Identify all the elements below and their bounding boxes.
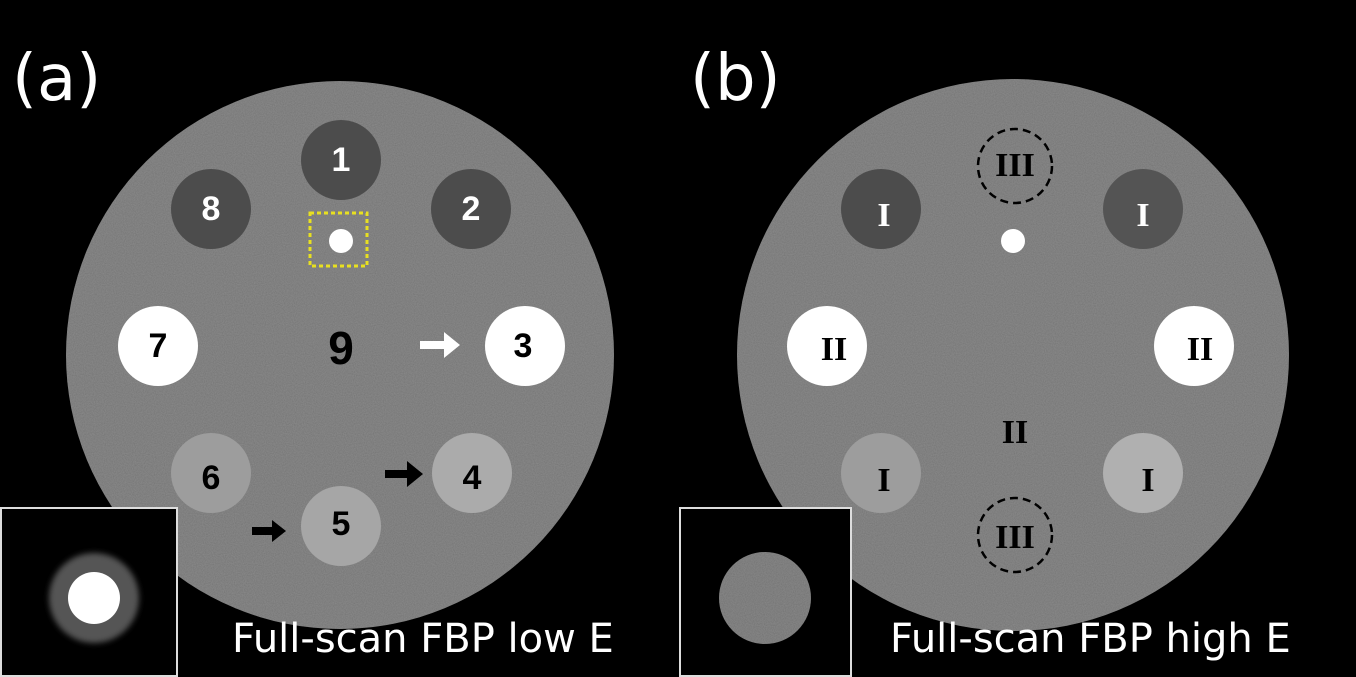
insert-label: I [877,197,890,234]
insert-label: 2 [462,190,481,228]
caption: Full-scan FBP high E [890,616,1291,662]
background-label: II [1002,414,1028,451]
small-insert [329,229,353,253]
insert-label: II [821,331,847,368]
insert-label: 6 [202,459,221,497]
region-label: III [995,519,1035,556]
caption: Full-scan FBP low E [232,616,614,662]
inset-dot [68,572,120,624]
insert-label: II [1187,331,1213,368]
panel-label: (a) [12,42,101,116]
panel-label: (b) [690,42,781,116]
insert-label: 3 [514,327,533,365]
background-label: 9 [328,322,354,374]
insert-label: 4 [463,459,482,497]
insert-label: I [1141,462,1154,499]
region-label: III [995,147,1035,184]
insert-label: 5 [332,505,351,543]
insert-label: I [1136,197,1149,234]
inset-dot [719,552,811,644]
small-insert [1001,229,1025,253]
figure: 1 2 3 4 5 6 7 8 9 (a) Full-scan FBP low … [0,0,1356,677]
insert-label: I [877,462,890,499]
insert-label: 7 [149,327,168,365]
insert-label: 8 [202,190,221,228]
insert-label: 1 [332,141,351,179]
